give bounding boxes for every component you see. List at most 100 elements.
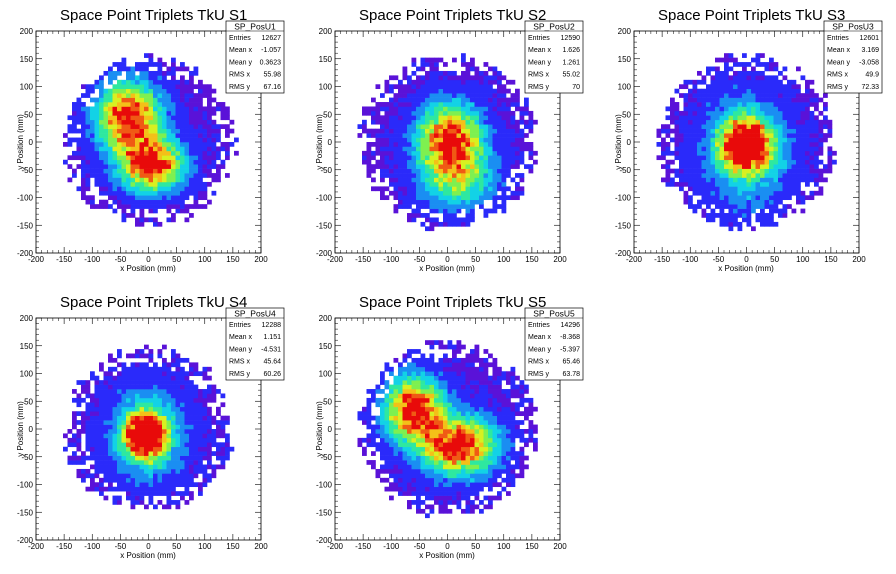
heatmap-cell xyxy=(683,199,689,205)
heatmap-cell xyxy=(456,97,462,103)
heatmap-cell xyxy=(384,110,390,116)
heatmap-cell xyxy=(760,88,765,94)
heatmap-cell xyxy=(510,110,516,116)
heatmap-cell xyxy=(139,204,145,209)
heatmap-cell xyxy=(144,66,149,72)
heatmap-cell xyxy=(733,173,738,178)
heatmap-cell xyxy=(198,455,203,461)
heatmap-cell xyxy=(171,451,176,456)
heatmap-cell xyxy=(515,106,520,112)
heatmap-cell xyxy=(130,181,136,187)
heatmap-cell xyxy=(407,142,412,147)
heatmap-cell xyxy=(153,84,158,90)
heatmap-cell xyxy=(782,97,788,103)
heatmap-cell xyxy=(112,495,118,501)
heatmap-cell xyxy=(679,128,684,134)
heatmap-cell xyxy=(108,482,113,488)
heatmap-cell xyxy=(148,208,154,214)
heatmap-cell xyxy=(81,190,86,196)
heatmap-cell xyxy=(380,142,385,147)
heatmap-cell xyxy=(506,173,511,178)
heatmap-cell xyxy=(715,199,720,205)
heatmap-cell xyxy=(737,115,743,121)
heatmap-cell xyxy=(81,411,86,416)
heatmap-cell xyxy=(108,415,113,421)
heatmap-cell xyxy=(470,159,475,165)
heatmap-cell xyxy=(121,181,127,187)
heatmap-cell xyxy=(130,173,136,178)
heatmap-cell xyxy=(393,155,399,161)
heatmap-cell xyxy=(778,110,783,116)
heatmap-cell xyxy=(189,173,194,178)
heatmap-cell xyxy=(470,142,475,147)
heatmap-cell xyxy=(366,168,372,174)
heatmap-cell xyxy=(225,115,230,121)
heatmap-cell xyxy=(108,106,113,112)
heatmap-cell xyxy=(166,168,172,174)
heatmap-cell xyxy=(706,213,711,218)
heatmap-cell xyxy=(216,102,221,107)
heatmap-cell xyxy=(108,477,113,483)
heatmap-cell xyxy=(769,204,774,209)
heatmap-cell xyxy=(787,115,792,121)
heatmap-cell xyxy=(742,195,747,201)
heatmap-cell xyxy=(189,128,194,134)
heatmap-cell xyxy=(148,177,154,183)
heatmap-cell xyxy=(751,133,756,138)
heatmap-cell xyxy=(85,468,91,474)
heatmap-cell xyxy=(447,208,453,214)
heatmap-cell xyxy=(764,164,770,169)
heatmap-cell xyxy=(166,195,172,201)
heatmap-cell xyxy=(117,150,122,156)
heatmap-cell xyxy=(737,159,743,165)
heatmap-cell xyxy=(465,150,471,156)
heatmap-cell xyxy=(728,115,734,121)
heatmap-cell xyxy=(144,181,149,187)
heatmap-cell xyxy=(166,79,172,85)
heatmap-cell xyxy=(362,406,367,412)
heatmap-cell xyxy=(171,119,176,125)
heatmap-cell xyxy=(220,402,226,408)
heatmap-cell xyxy=(162,482,167,488)
heatmap-cell xyxy=(751,142,756,147)
heatmap-cell xyxy=(117,402,122,408)
heatmap-cell xyxy=(162,79,167,85)
heatmap-cell xyxy=(510,124,516,129)
heatmap-cell xyxy=(166,217,172,223)
heatmap-cell xyxy=(85,195,91,201)
heatmap-cell xyxy=(94,384,100,390)
heatmap-cell xyxy=(465,208,471,214)
heatmap-cell xyxy=(764,213,770,218)
heatmap-cell xyxy=(166,402,172,408)
heatmap-cell xyxy=(710,97,716,103)
heatmap-cell xyxy=(398,442,403,448)
heatmap-cell xyxy=(796,106,801,112)
heatmap-cell xyxy=(737,150,743,156)
heatmap-cell xyxy=(724,159,729,165)
heatmap-cell xyxy=(393,142,399,147)
heatmap-cell xyxy=(202,119,208,125)
heatmap-cell xyxy=(724,168,729,174)
heatmap-cell xyxy=(139,380,145,385)
heatmap-cell xyxy=(103,128,109,134)
heatmap-cell xyxy=(809,142,815,147)
heatmap-cell xyxy=(483,62,489,67)
heatmap-cell xyxy=(153,411,158,416)
heatmap-cell xyxy=(375,402,381,408)
heatmap-cell xyxy=(198,84,203,90)
heatmap-cell xyxy=(461,93,466,98)
heatmap-cell xyxy=(719,124,725,129)
heatmap-cell xyxy=(733,177,738,183)
heatmap-cell xyxy=(483,208,489,214)
heatmap-cell xyxy=(103,177,109,183)
heatmap-cell xyxy=(796,102,801,107)
heatmap-cell xyxy=(416,199,421,205)
heatmap-cell xyxy=(434,70,439,76)
heatmap-cell xyxy=(805,142,810,147)
heatmap-cell xyxy=(420,97,426,103)
heatmap-cell xyxy=(121,110,127,116)
heatmap-cell xyxy=(108,133,113,138)
heatmap-cell xyxy=(447,97,453,103)
heatmap-cell xyxy=(144,217,149,223)
heatmap-cell xyxy=(787,124,792,129)
